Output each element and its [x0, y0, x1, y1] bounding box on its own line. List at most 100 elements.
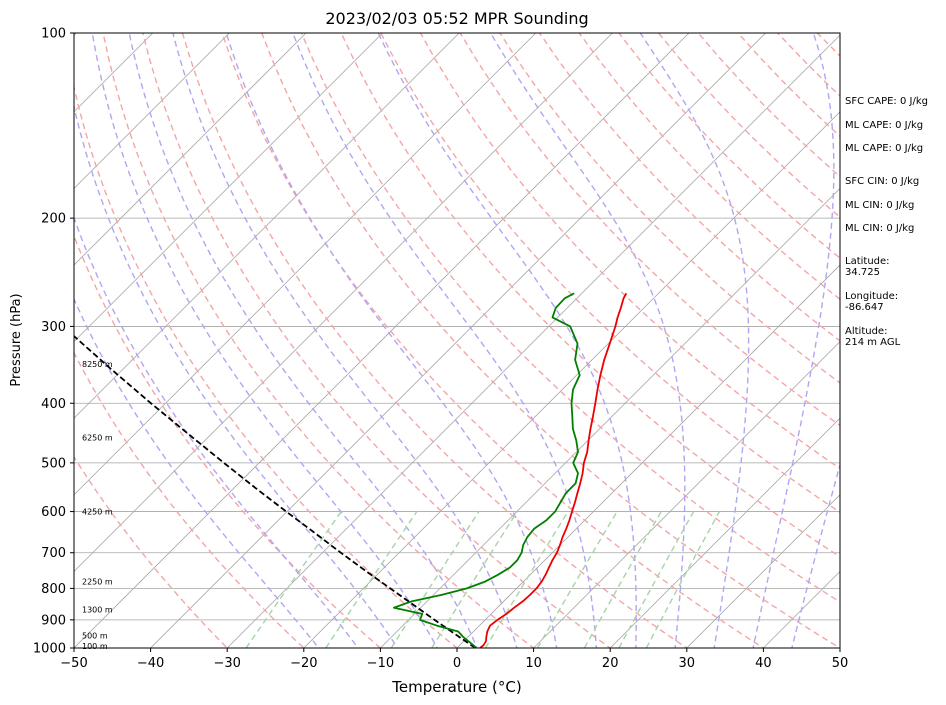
isotherm-line: [74, 33, 384, 343]
index-label: SFC CIN: 0 J/kg: [845, 176, 919, 187]
y-tick-label: 700: [41, 546, 66, 561]
mixing-ratio-line: [484, 511, 569, 648]
x-tick-label: 10: [525, 656, 542, 671]
moist-adiabat-line: [639, 33, 750, 648]
parcel-path-line: [74, 334, 476, 648]
isotherm-line: [226, 34, 840, 648]
mixing-ratio-line: [645, 511, 721, 648]
isotherm-line: [74, 33, 154, 113]
mixing-ratio-line: [390, 511, 480, 648]
height-label: 8250 m: [82, 360, 113, 369]
moist-adiabat-line: [128, 33, 478, 648]
index-label: ML CAPE: 0 J/kg: [845, 120, 923, 131]
y-tick-label: 500: [41, 456, 66, 471]
y-tick-label: 1000: [33, 642, 66, 657]
y-tick-label: 800: [41, 582, 66, 597]
mixing-ratio-lines: [245, 511, 721, 648]
plot-frame: [73, 32, 841, 649]
x-tick-label: 0: [453, 656, 461, 671]
dry-adiabat-line: [578, 33, 840, 301]
mixing-ratio-line: [325, 511, 418, 648]
sounding-indices: SFC CAPE: 0 J/kg ML CAPE: 0 J/kg ML CAPE: …: [845, 96, 928, 348]
x-tick-label: −50: [60, 656, 87, 671]
x-tick-label: 40: [755, 656, 772, 671]
location-value: 214 m AGL: [845, 337, 901, 348]
dry-adiabat-line: [538, 33, 840, 342]
isobar-grid: [74, 33, 840, 648]
location-value: -86.647: [845, 302, 884, 313]
dry-adiabat-line: [380, 33, 840, 514]
y-axis-ticks: 100 200 300 400 500 600 700 800 900 1000: [33, 27, 74, 657]
moist-adiabat-line: [791, 462, 840, 648]
isotherm-line: [74, 33, 460, 419]
moist-adiabat-line: [489, 33, 686, 648]
index-label: ML CIN: 0 J/kg: [845, 223, 914, 234]
dewpoint-line: [393, 292, 581, 648]
isotherm-line: [74, 33, 537, 496]
moist-adiabat-line: [292, 33, 598, 648]
isotherm-lines: [74, 33, 840, 648]
height-label: 100 m: [82, 642, 108, 651]
y-tick-label: 100: [41, 27, 66, 42]
moist-adiabat-line: [225, 33, 558, 648]
height-label: 1300 m: [82, 605, 113, 614]
y-tick-label: 600: [41, 505, 66, 520]
y-tick-label: 300: [41, 320, 66, 335]
height-label: 2250 m: [82, 578, 113, 587]
dry-adiabat-line: [142, 33, 612, 648]
x-tick-label: −10: [367, 656, 394, 671]
isotherm-line: [686, 494, 840, 648]
moist-adiabat-line: [377, 33, 637, 648]
mixing-ratio-line: [583, 511, 662, 648]
moist-adiabat-line: [74, 215, 359, 648]
dry-adiabat-line: [102, 33, 535, 648]
dry-adiabat-lines: [74, 33, 840, 648]
dry-adiabat-line: [261, 33, 840, 648]
y-tick-label: 900: [41, 613, 66, 628]
isotherm-line: [74, 33, 307, 266]
isotherm-line: [379, 187, 840, 648]
height-label: 500 m: [82, 632, 108, 641]
dry-adiabat-line: [300, 33, 840, 603]
moist-adiabat-line: [172, 33, 518, 648]
x-tick-label: −20: [290, 656, 317, 671]
height-label: 4250 m: [82, 508, 113, 517]
x-tick-label: −40: [137, 656, 164, 671]
isotherm-line: [74, 33, 613, 572]
isotherm-line: [74, 33, 690, 648]
index-label: ML CIN: 0 J/kg: [845, 200, 914, 211]
index-label: SFC CAPE: 0 J/kg: [845, 96, 928, 107]
location-label: Latitude:: [845, 256, 890, 267]
location-label: Altitude:: [845, 326, 887, 337]
isotherm-line: [533, 341, 840, 648]
moist-adiabat-line: [752, 33, 835, 648]
isotherm-line: [456, 264, 840, 648]
x-axis-ticks: −50 −40 −30 −20 −10 0 10 20 30 40 50: [60, 648, 848, 671]
isotherm-line: [74, 33, 230, 189]
y-tick-label: 200: [41, 212, 66, 227]
height-label: 6250 m: [82, 434, 113, 443]
moist-adiabat-line: [74, 297, 320, 648]
y-tick-label: 400: [41, 397, 66, 412]
location-label: Longitude:: [845, 291, 898, 302]
index-label: ML CAPE: 0 J/kg: [845, 143, 923, 154]
mixing-ratio-line: [536, 511, 618, 648]
dry-adiabat-line: [340, 33, 840, 558]
y-axis-label: Pressure (hPa): [9, 293, 24, 386]
x-tick-label: −30: [213, 656, 240, 671]
isotherm-line: [303, 111, 840, 648]
dry-adiabat-line: [74, 455, 229, 648]
x-tick-label: 30: [679, 656, 696, 671]
x-tick-label: 20: [602, 656, 619, 671]
mixing-ratio-line: [245, 511, 342, 648]
dry-adiabat-line: [74, 234, 382, 648]
dry-adiabat-line: [181, 33, 689, 648]
isotherm-line: [150, 33, 767, 648]
x-axis-label: Temperature (°C): [391, 678, 521, 696]
moist-adiabat-lines: [74, 33, 840, 648]
dry-adiabat-line: [74, 84, 459, 648]
dry-adiabat-line: [74, 351, 305, 648]
x-tick-label: 50: [832, 656, 849, 671]
moist-adiabat-line: [74, 104, 399, 648]
